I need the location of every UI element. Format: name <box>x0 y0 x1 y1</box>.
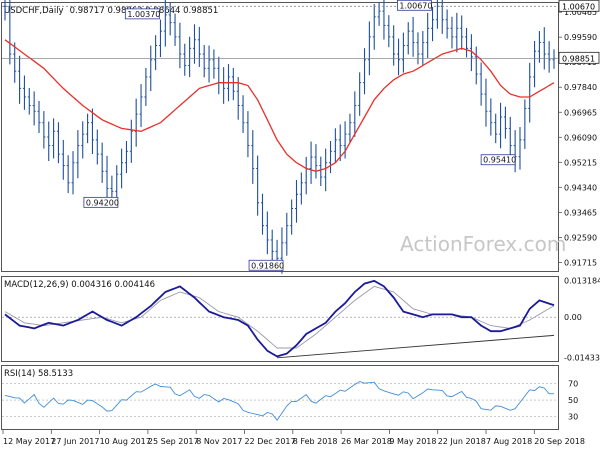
macd-axis-label: 0.013184 <box>564 276 600 285</box>
watermark: ActionForex.com <box>400 232 566 256</box>
price-axis-label: 0.92590 <box>564 233 597 242</box>
price-layer: 1.00370 0.94200 0.91860 1.00670 0.95410 <box>2 0 558 274</box>
rsi-panel-frame <box>1 365 559 430</box>
price-value-tag-label: 0.98851 <box>562 54 595 63</box>
rsi-layer <box>2 381 558 421</box>
annotation-box <box>83 196 119 208</box>
date-axis-label: 8 Nov 2017 <box>196 437 242 446</box>
price-value-tag <box>558 51 600 64</box>
price-axis-label: 0.97840 <box>564 83 597 92</box>
date-axis-label: 12 May 2017 <box>3 437 55 446</box>
macd-layer <box>2 279 558 359</box>
macd-panel-title: MACD(12,26,9) 0.004316 0.004146 <box>4 280 155 290</box>
macd-main-line <box>4 279 555 358</box>
date-axis-label: 26 Mar 2018 <box>341 437 392 446</box>
price-axis-label: 0.94340 <box>564 183 597 192</box>
price-axis-label: 0.95215 <box>564 158 597 167</box>
date-axis-label: 25 Sep 2017 <box>148 437 199 446</box>
annotation-box <box>124 8 160 20</box>
rsi-line <box>4 381 555 421</box>
price-value-tag <box>558 0 600 12</box>
rsi-axis-label: 70 <box>568 380 578 389</box>
date-axis-label: 10 Aug 2017 <box>100 437 151 446</box>
date-axis-label: 20 Sep 2018 <box>534 437 585 446</box>
price-axis-label: 0.99590 <box>564 33 597 42</box>
date-axis-label: 27 Jun 2017 <box>51 437 99 446</box>
annotation-label: 1.00670 <box>399 1 432 10</box>
moving-average-line <box>4 39 555 172</box>
annotation-label: 0.91860 <box>251 261 284 270</box>
price-axis-label: 0.91715 <box>564 258 597 267</box>
price-axis-label: 0.96090 <box>564 133 597 142</box>
annotation-label: 0.94200 <box>86 198 119 207</box>
date-axis-label: 7 Aug 2018 <box>486 437 532 446</box>
date-axis-label: 8 Feb 2018 <box>293 437 338 446</box>
macd-axis-label: 0.00 <box>564 313 582 322</box>
macd-signal-line <box>4 285 555 349</box>
date-axis-label: 22 Jun 2018 <box>438 437 486 446</box>
annotation-box <box>480 154 516 166</box>
date-axis-label: 9 May 2018 <box>389 437 436 446</box>
annotation-label: 0.95410 <box>483 156 516 165</box>
annotation-label: 1.00370 <box>127 10 160 19</box>
macd-trendline <box>277 334 555 359</box>
price-axis-label: 1.00465 <box>564 8 597 17</box>
rsi-axis-label: 50 <box>568 396 578 405</box>
price-axis-label: 0.96965 <box>564 108 597 117</box>
macd-panel-frame <box>1 276 559 362</box>
annotation-box <box>396 0 432 11</box>
rsi-panel-title: RSI(14) 58.5133 <box>4 369 73 379</box>
annotation-box <box>248 259 284 271</box>
rsi-axis-label: 30 <box>568 413 578 422</box>
price-axis-label: 0.93465 <box>564 208 597 217</box>
macd-axis-label: -0.014339 <box>564 353 600 362</box>
date-axis-label: 22 Dec 2017 <box>245 437 296 446</box>
price-value-tag-label: 1.00670 <box>562 2 595 11</box>
